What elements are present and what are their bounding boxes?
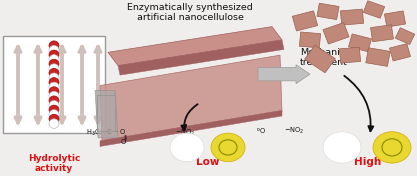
Circle shape xyxy=(49,105,59,115)
Text: Enzymatically synthesized
artificial nanocellulose: Enzymatically synthesized artificial nan… xyxy=(127,3,253,22)
Circle shape xyxy=(49,64,59,73)
Polygon shape xyxy=(395,28,415,45)
Polygon shape xyxy=(100,110,282,146)
Ellipse shape xyxy=(323,132,361,163)
Polygon shape xyxy=(363,1,384,18)
Text: Mechanical
treatment: Mechanical treatment xyxy=(300,48,354,67)
Circle shape xyxy=(49,91,59,101)
Polygon shape xyxy=(323,23,349,44)
Text: $\mathregular{-NO_2}$: $\mathregular{-NO_2}$ xyxy=(284,126,304,136)
Polygon shape xyxy=(304,45,335,73)
Text: Hydrolytic
activity: Hydrolytic activity xyxy=(28,154,80,174)
Circle shape xyxy=(49,68,59,78)
Polygon shape xyxy=(317,3,339,20)
Circle shape xyxy=(49,50,59,60)
Text: $\mathregular{H_3C-C-O}$: $\mathregular{H_3C-C-O}$ xyxy=(86,128,127,138)
Text: $\mathregular{\|\ \ \ \ }$: $\mathregular{\|\ \ \ \ }$ xyxy=(123,133,127,142)
FancyBboxPatch shape xyxy=(3,36,105,133)
Circle shape xyxy=(49,59,59,69)
Polygon shape xyxy=(339,47,361,63)
Polygon shape xyxy=(100,55,282,143)
Circle shape xyxy=(49,110,59,119)
Ellipse shape xyxy=(373,132,411,163)
Polygon shape xyxy=(349,34,372,52)
Circle shape xyxy=(49,87,59,96)
Polygon shape xyxy=(340,9,364,25)
Text: $\mathregular{^oO}$: $\mathregular{^oO}$ xyxy=(256,126,266,136)
Text: High: High xyxy=(354,157,382,167)
Ellipse shape xyxy=(211,133,245,162)
Circle shape xyxy=(49,119,59,128)
Circle shape xyxy=(49,41,59,50)
Circle shape xyxy=(49,45,59,55)
Circle shape xyxy=(49,96,59,105)
Polygon shape xyxy=(366,48,390,66)
Text: Low: Low xyxy=(196,157,220,167)
Circle shape xyxy=(49,55,59,64)
Polygon shape xyxy=(118,40,284,75)
Circle shape xyxy=(49,100,59,110)
Circle shape xyxy=(49,114,59,124)
Circle shape xyxy=(49,82,59,92)
Ellipse shape xyxy=(170,133,204,162)
Polygon shape xyxy=(389,44,410,61)
Ellipse shape xyxy=(327,135,341,144)
Text: $\mathregular{-NO_2}$: $\mathregular{-NO_2}$ xyxy=(175,128,195,138)
Polygon shape xyxy=(95,90,118,138)
Polygon shape xyxy=(299,32,321,48)
Polygon shape xyxy=(371,25,394,42)
Text: $\mathregular{O}$: $\mathregular{O}$ xyxy=(120,137,127,146)
Circle shape xyxy=(49,73,59,83)
FancyArrow shape xyxy=(258,65,310,84)
Polygon shape xyxy=(384,11,406,27)
Polygon shape xyxy=(292,11,318,31)
Circle shape xyxy=(49,78,59,87)
Ellipse shape xyxy=(174,136,186,145)
Polygon shape xyxy=(108,27,282,66)
